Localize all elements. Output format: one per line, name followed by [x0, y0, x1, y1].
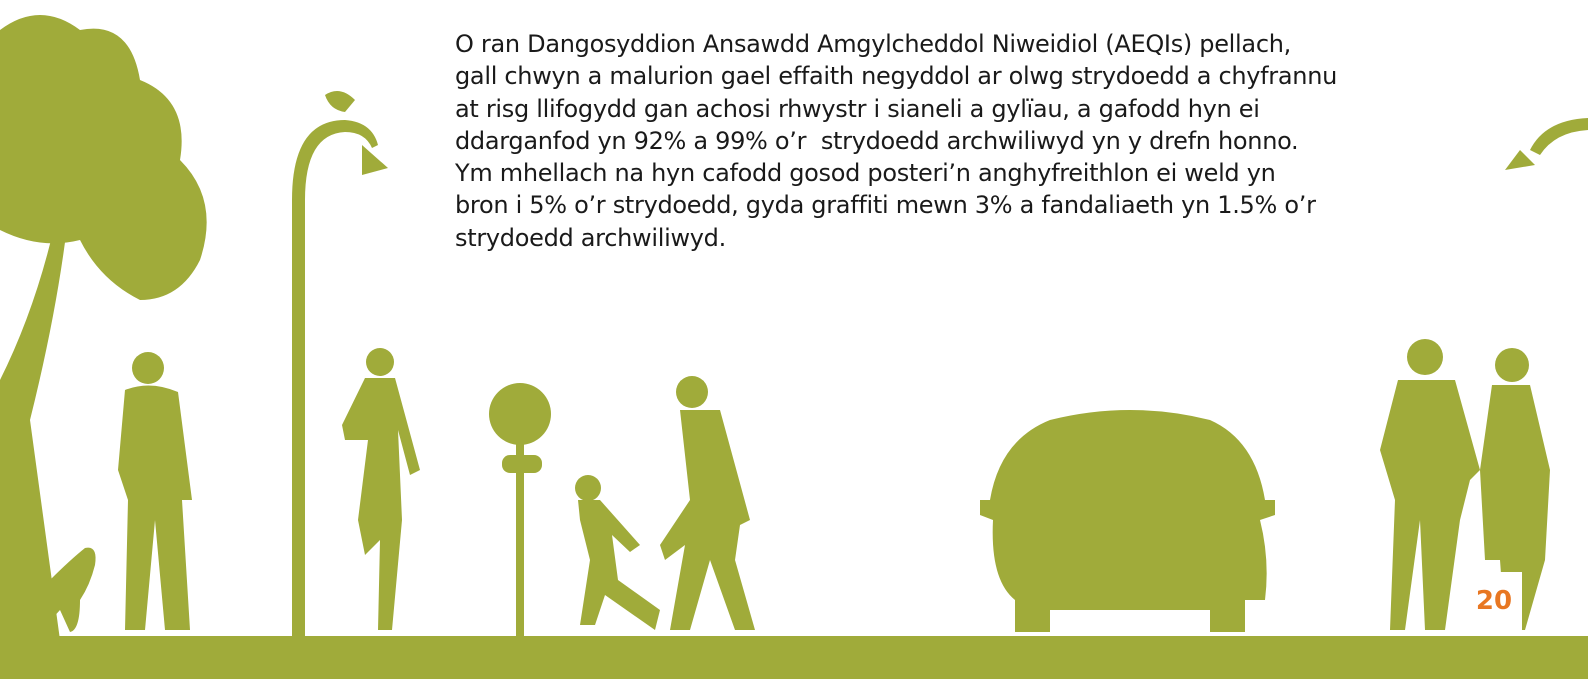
- text-line: Ym mhellach na hyn cafodd gosod posteri’…: [455, 157, 1337, 189]
- man2-head: [1407, 339, 1443, 375]
- text-line: gall chwyn a malurion gael effaith negyd…: [455, 60, 1337, 92]
- man2-body: [1380, 380, 1480, 630]
- man-head: [132, 352, 164, 384]
- lamp-head-right: [1505, 150, 1535, 170]
- man-body: [118, 385, 192, 630]
- text-line: bron i 5% o’r strydoedd, gyda graffiti m…: [455, 189, 1337, 221]
- text-line: strydoedd archwiliwyd.: [455, 222, 1337, 254]
- car: [980, 410, 1275, 632]
- woman-head: [1495, 348, 1529, 382]
- text-line: O ran Dangosyddion Ansawdd Amgylcheddol …: [455, 28, 1337, 60]
- lamp-head: [362, 145, 388, 175]
- bird: [325, 91, 355, 112]
- child-body: [578, 500, 660, 630]
- page-number: 20: [1466, 572, 1522, 630]
- lamp-post-right: [1530, 118, 1588, 155]
- tree-foliage: [0, 15, 207, 300]
- sign-disc: [489, 383, 551, 445]
- walker-body: [660, 410, 755, 630]
- page: O ran Dangosyddion Ansawdd Amgylcheddol …: [0, 0, 1588, 679]
- runner-body: [342, 378, 420, 630]
- sign-post: [516, 440, 524, 636]
- text-line: ddarganfod yn 92% a 99% o’r strydoedd ar…: [455, 125, 1337, 157]
- body-text: O ran Dangosyddion Ansawdd Amgylcheddol …: [455, 28, 1337, 254]
- ground: [0, 636, 1588, 679]
- child-head: [575, 475, 601, 501]
- text-line: at risg llifogydd gan achosi rhwystr i s…: [455, 93, 1337, 125]
- runner-head: [366, 348, 394, 376]
- walker-head: [676, 376, 708, 408]
